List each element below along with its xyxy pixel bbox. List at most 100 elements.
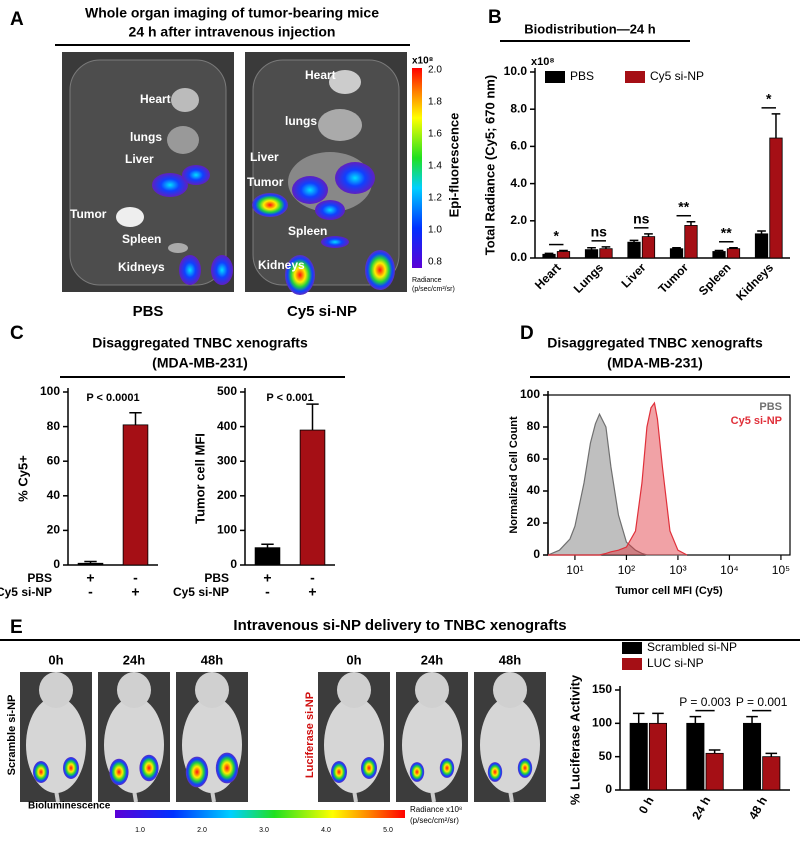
histogram-line [548,401,688,556]
y-tick-label: 40 [527,483,541,497]
time-label: 0h [48,652,63,667]
category-sign: + [86,570,94,586]
mouse-body [480,697,540,793]
organ-label: Kidneys [118,260,165,274]
bar [254,547,281,566]
panel-title: (MDA-MB-231) [152,355,248,371]
error-bar [587,247,596,250]
panel-letter: A [10,9,24,30]
bar [743,722,762,791]
panel-letter: C [10,323,24,344]
tumor-signal [409,762,425,782]
bar [712,251,726,259]
colorbar-tick: 1.2 [428,193,442,204]
bar [769,137,783,259]
y-tick-label: 2.0 [510,213,527,227]
x-tick-label: 48 h [746,794,770,822]
area-fill [548,414,687,555]
error-bar [559,249,568,252]
panel-title: Intravenous si-NP delivery to TNBC xenog… [233,617,566,634]
colorbar-tick: 1.8 [428,97,442,108]
mouse-head [195,672,229,708]
tissue [318,109,362,141]
bar [299,429,326,566]
image-caption: PBS [133,303,164,320]
bar [584,249,599,259]
tumor-signal [185,756,209,788]
error-bar [672,247,681,249]
colorbar-radiance: (p/sec/cm²/sr) [410,816,459,825]
x-tick-label: 10⁵ [772,563,790,577]
mouse-head [39,672,73,708]
category-sign: - [88,584,93,600]
organ-label: Spleen [122,232,161,246]
y-axis-label: % Luciferase Activity [567,674,582,805]
colorbar-tick: 5.0 [383,827,393,834]
organ-label: Tumor [247,175,284,189]
tissue [152,173,188,197]
p-value: P < 0.001 [266,392,313,404]
y-multiplier: x10⁸ [531,56,555,68]
y-tick-label: 0 [605,782,612,796]
legend-label: PBS [570,69,594,83]
organ-label: Spleen [288,224,327,238]
panel-letter: D [520,323,534,344]
tissue [211,255,233,285]
error-bar [652,712,664,724]
group-label: Scramble si-NP [6,695,18,776]
tumor-signal [33,761,49,783]
error-bar [771,113,781,139]
y-tick-label: 500 [217,384,237,398]
significance-label: * [554,227,560,243]
error-bar [689,715,702,724]
tissue [335,162,375,194]
time-label: 48h [201,652,223,667]
error-bar [729,247,738,249]
bar [726,248,741,259]
significance-label: * [766,91,772,107]
significance-label: P = 0.001 [736,695,788,709]
legend-label: Cy5 si-NP [650,69,704,83]
colorbar-radiance: Radiance [412,277,442,284]
tissue [321,236,349,248]
y-tick-label: 10.0 [504,64,528,78]
y-tick-label: 100 [520,387,540,401]
y-tick-label: 20 [47,523,61,537]
histogram-line [547,412,687,556]
error-bar [84,560,97,564]
colorbar-label: Bioluminescence [28,801,111,812]
panel-title: Disaggregated TNBC xenografts [92,335,308,351]
category-row-label: PBS [204,571,229,585]
tumor-signal [109,758,129,786]
tissue [168,243,188,253]
x-tick-label: Spleen [696,260,734,298]
tumor-signal [517,758,533,778]
mouse-head [117,672,151,708]
tissue [292,176,328,204]
chart-title: Biodistribution—24 h [524,21,656,36]
organ-label: Heart [140,92,171,106]
y-tick-label: 300 [217,453,237,467]
y-axis-label: Tumor cell MFI [192,433,207,524]
y-tick-label: 40 [47,488,61,502]
chart-title: Disaggregated TNBC xenografts [547,335,763,351]
category-row-label: PBS [27,571,52,585]
error-bar [261,543,274,548]
legend-swatch [622,658,642,670]
tissue [252,193,288,217]
y-tick-label: 60 [47,453,61,467]
y-tick-label: 0 [53,557,60,571]
significance-label: ** [678,198,689,214]
bar [77,562,104,566]
tissue [116,207,144,227]
time-label: 0h [346,652,361,667]
panel-title: 24 h after intravenous injection [129,24,336,40]
bar [641,236,656,259]
colorbar-unit: x10⁸ [412,56,434,67]
panel-letter: B [488,7,502,28]
error-bar [757,230,766,234]
bar [762,756,781,791]
x-tick-label: 10¹ [566,563,583,577]
legend-label: Scrambled si-NP [647,640,737,654]
colorbar-tick: 0.8 [428,257,442,268]
